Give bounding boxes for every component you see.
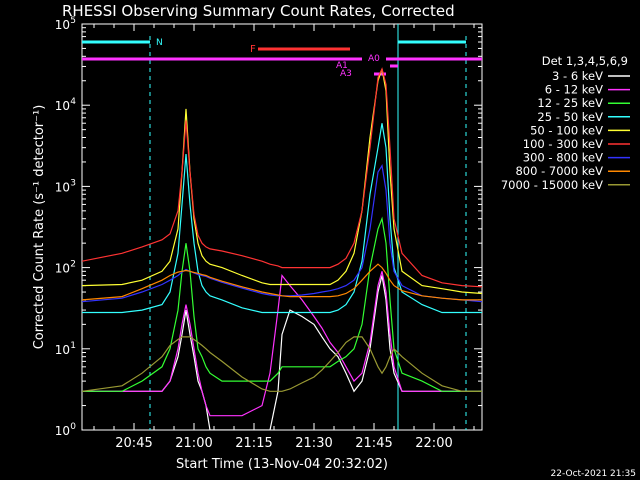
x-tick-label: 21:00 <box>175 436 212 451</box>
x-tick-label: 22:00 <box>415 436 452 451</box>
series-line-7 <box>82 263 482 301</box>
attenuator-a3-label: A3 <box>340 69 352 79</box>
series-line-1 <box>82 271 482 417</box>
timestamp: 22-Oct-2021 21:35 <box>551 469 636 479</box>
x-tick-label: 20:45 <box>115 436 152 451</box>
series-line-2 <box>82 216 482 392</box>
flare-flag-label: F <box>250 44 256 55</box>
y-tick-exponent: 0 <box>70 422 76 432</box>
y-tick-exponent: 4 <box>70 97 76 107</box>
y-tick-label: 10 <box>55 262 70 276</box>
y-tick-base: 10 <box>55 262 70 276</box>
plot-area <box>82 67 482 430</box>
x-tick-label: 21:15 <box>235 436 272 451</box>
y-tick-base: 10 <box>55 180 70 194</box>
legend-label: 50 - 100 keV <box>530 123 603 137</box>
y-axis-label: Corrected Count Rate (s⁻¹ detector⁻¹) <box>32 105 47 350</box>
x-axis-label: Start Time (13-Nov-04 20:32:02) <box>176 457 388 472</box>
attenuator-a1-label: A1 <box>336 61 348 71</box>
x-tick-label: 21:30 <box>295 436 332 451</box>
y-tick-exponent: 5 <box>70 16 76 26</box>
series-line-0 <box>82 275 482 430</box>
x-tick-label: 21:45 <box>355 436 392 451</box>
y-tick-exponent: 1 <box>70 341 76 351</box>
legend-label: 12 - 25 keV <box>537 96 603 110</box>
series-line-8 <box>82 336 482 392</box>
y-tick-exponent: 3 <box>70 178 76 188</box>
plot-frame <box>81 23 483 431</box>
y-tick-base: 10 <box>55 18 70 32</box>
legend-label: 300 - 800 keV <box>523 151 603 165</box>
y-tick-label: 10 <box>55 18 70 32</box>
attenuator-a0-label: A0 <box>368 54 380 64</box>
legend-label: 7000 - 15000 keV <box>501 178 603 192</box>
y-tick-label: 10 <box>55 424 70 438</box>
series-group <box>82 67 482 430</box>
legend-label: 100 - 300 keV <box>523 137 603 151</box>
y-tick-label: 10 <box>55 343 70 357</box>
y-tick-base: 10 <box>55 424 70 438</box>
y-tick-base: 10 <box>55 99 70 113</box>
y-tick-label: 10 <box>55 99 70 113</box>
legend-label: 3 - 6 keV <box>552 69 603 83</box>
y-tick-label: 10 <box>55 180 70 194</box>
night-flag-label: N <box>156 38 163 48</box>
legend-title: Det 1,3,4,5,6,9 <box>542 54 628 68</box>
legend-label: 800 - 7000 keV <box>515 164 603 178</box>
series-line-3 <box>82 123 482 314</box>
legend-label: 25 - 50 keV <box>537 110 603 124</box>
y-tick-exponent: 2 <box>70 260 76 270</box>
y-tick-base: 10 <box>55 343 70 357</box>
legend-label: 6 - 12 keV <box>545 83 603 97</box>
series-line-5 <box>82 67 482 288</box>
chart-title: RHESSI Observing Summary Count Rates, Co… <box>62 2 455 20</box>
